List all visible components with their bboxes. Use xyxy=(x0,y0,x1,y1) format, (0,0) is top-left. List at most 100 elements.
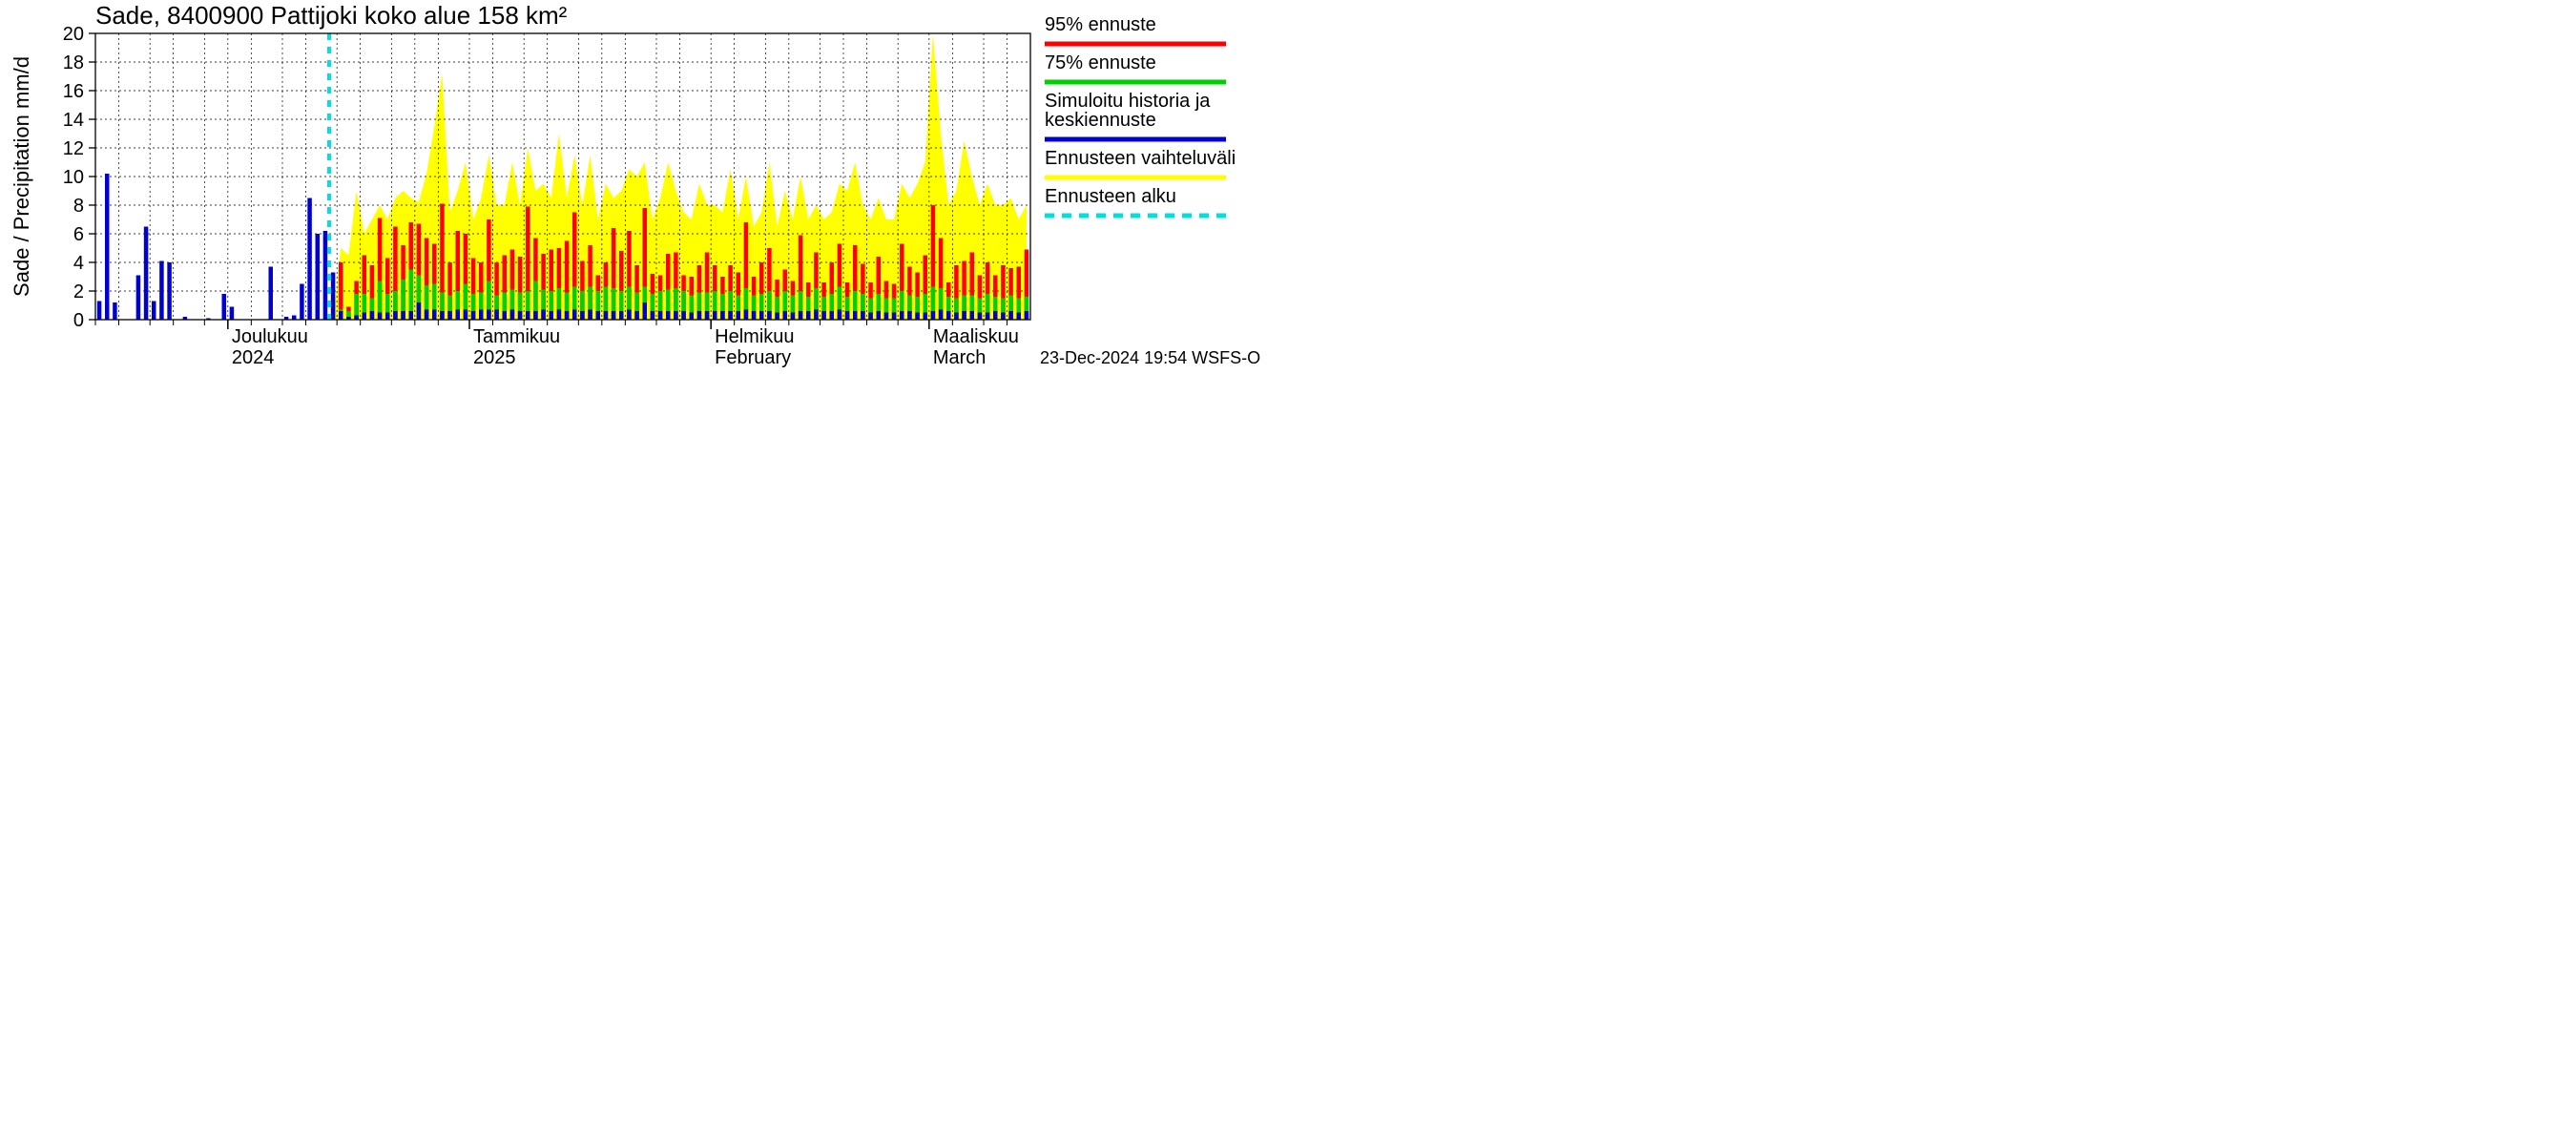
forecast-bar-mean xyxy=(518,311,522,320)
forecast-bar-mean xyxy=(697,311,701,320)
forecast-bar-mean xyxy=(1001,313,1005,321)
forecast-bar-mean xyxy=(954,313,958,321)
forecast-bar-mean xyxy=(939,310,943,321)
legend-label: Ennusteen vaihteluväli xyxy=(1045,148,1236,169)
forecast-bar-mean xyxy=(627,310,631,321)
forecast-bar-mean xyxy=(1017,313,1021,321)
forecast-bar-mean xyxy=(705,311,709,320)
forecast-bar-mean xyxy=(464,310,467,321)
forecast-bar-mean xyxy=(728,311,732,320)
forecast-bar-mean xyxy=(993,311,997,320)
forecast-bar-mean xyxy=(385,313,389,321)
history-bar xyxy=(152,302,156,321)
footer-timestamp: 23-Dec-2024 19:54 WSFS-O xyxy=(1040,348,1260,367)
forecast-bar-mean xyxy=(370,311,374,320)
history-bar xyxy=(323,231,327,320)
forecast-bar-mean xyxy=(354,316,358,321)
history-bar xyxy=(167,262,171,320)
forecast-bar-mean xyxy=(666,311,670,320)
forecast-bar-mean xyxy=(744,310,748,321)
history-bar xyxy=(292,316,296,321)
forecast-bar-mean xyxy=(565,311,569,320)
ytick-label: 16 xyxy=(63,81,84,102)
forecast-bar-mean xyxy=(401,311,405,320)
forecast-bar-mean xyxy=(861,311,864,320)
forecast-bar-mean xyxy=(877,311,881,320)
forecast-bar-mean xyxy=(924,313,927,321)
history-bar xyxy=(136,276,140,321)
forecast-bar-mean xyxy=(557,310,561,321)
forecast-bar-mean xyxy=(409,311,413,320)
forecast-bar-mean xyxy=(767,311,771,320)
forecast-bar-mean xyxy=(417,302,421,320)
forecast-bar-mean xyxy=(363,313,366,321)
history-bar xyxy=(113,302,116,320)
forecast-bar-mean xyxy=(596,311,600,320)
forecast-bar-mean xyxy=(651,311,654,320)
forecast-bar-mean xyxy=(487,310,490,321)
forecast-bar-mean xyxy=(838,310,841,321)
legend-label: keskiennuste xyxy=(1045,110,1156,131)
history-bar xyxy=(300,284,303,321)
forecast-bar-mean xyxy=(471,311,475,320)
x-axis-label-bot: February xyxy=(715,347,791,368)
forecast-bar-mean xyxy=(737,311,740,320)
x-axis-label-bot: March xyxy=(933,347,987,368)
forecast-bar-mean xyxy=(821,311,825,320)
ytick-label: 2 xyxy=(73,281,84,302)
forecast-bar-mean xyxy=(931,311,935,320)
forecast-bar-mean xyxy=(681,311,685,320)
x-axis-label-top: Tammikuu xyxy=(473,326,560,347)
forecast-bar-mean xyxy=(814,310,818,321)
forecast-bar-mean xyxy=(588,310,592,321)
forecast-bar-mean xyxy=(494,310,498,321)
ytick-label: 0 xyxy=(73,310,84,331)
forecast-bar-mean xyxy=(720,311,724,320)
forecast-bar-mean xyxy=(572,310,576,321)
forecast-bar-mean xyxy=(634,311,638,320)
forecast-bar-mean xyxy=(619,311,623,320)
legend-label: 95% ennuste xyxy=(1045,14,1156,35)
legend-label: 75% ennuste xyxy=(1045,52,1156,73)
forecast-bar-mean xyxy=(986,313,989,321)
forecast-bar-mean xyxy=(447,311,451,320)
history-bar xyxy=(269,267,273,321)
x-axis-label-top: Helmikuu xyxy=(715,326,794,347)
forecast-bar-mean xyxy=(978,313,982,321)
forecast-bar-mean xyxy=(962,311,966,320)
forecast-bar-mean xyxy=(775,313,779,321)
forecast-bar-mean xyxy=(830,311,834,320)
forecast-bar-mean xyxy=(541,310,545,321)
ytick-label: 18 xyxy=(63,52,84,73)
chart-svg: 02468101214161820Joulukuu2024Tammikuu202… xyxy=(0,0,1431,636)
forecast-bar-mean xyxy=(1008,311,1012,320)
ytick-label: 4 xyxy=(73,253,84,274)
forecast-bar-mean xyxy=(580,311,584,320)
forecast-bar-mean xyxy=(604,311,608,320)
forecast-bar-mean xyxy=(690,313,694,321)
chart-title: Sade, 8400900 Pattijoki koko alue 158 km… xyxy=(95,1,568,30)
forecast-bar-mean xyxy=(526,311,530,320)
x-axis-label-top: Maaliskuu xyxy=(933,326,1019,347)
x-axis-label-top: Joulukuu xyxy=(232,326,308,347)
chart-container: 02468101214161820Joulukuu2024Tammikuu202… xyxy=(0,0,1431,636)
forecast-bar-mean xyxy=(783,311,787,320)
ytick-label: 6 xyxy=(73,224,84,245)
forecast-bar-mean xyxy=(759,311,763,320)
history-bar xyxy=(105,174,109,320)
forecast-bar-mean xyxy=(643,302,647,320)
history-bar xyxy=(159,261,163,321)
forecast-bar-mean xyxy=(440,311,444,320)
y-axis-label: Sade / Precipitation mm/d xyxy=(10,56,33,297)
forecast-bar-mean xyxy=(658,311,662,320)
forecast-bar-mean xyxy=(900,311,904,320)
forecast-bar-mean xyxy=(432,310,436,321)
history-bar xyxy=(222,294,226,320)
legend-label: Ennusteen alku xyxy=(1045,186,1176,207)
forecast-bar-mean xyxy=(674,311,677,320)
forecast-bar-mean xyxy=(503,311,507,320)
forecast-bar-mean xyxy=(915,313,919,321)
forecast-bar-mean xyxy=(907,311,911,320)
history-bar xyxy=(97,302,101,321)
forecast-bar-mean xyxy=(853,311,857,320)
